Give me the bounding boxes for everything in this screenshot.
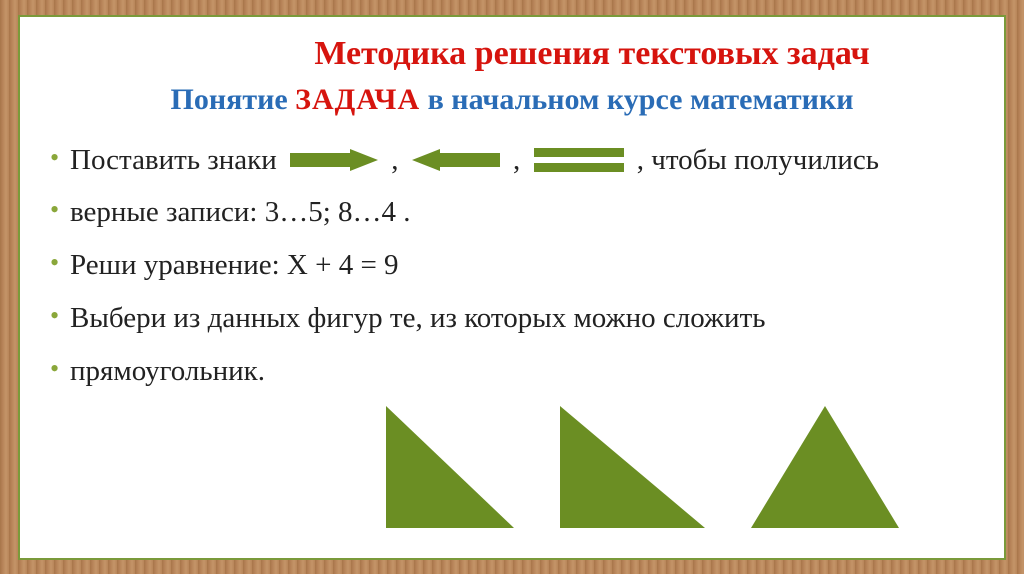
subtitle-post: в начальном курсе математики	[428, 83, 854, 116]
bullet-5: прямоугольник.	[46, 346, 978, 397]
b1-comma2: ,	[513, 144, 528, 176]
bullet-list: Поставить знаки , , , чтобы получились в…	[46, 135, 978, 397]
slide-frame: Методика решения текстовых задач Понятие…	[18, 15, 1006, 560]
equals-icon	[534, 147, 624, 173]
subtitle-pre: Понятие	[170, 83, 295, 116]
b1-comma1: ,	[391, 144, 406, 176]
triangle-2	[560, 406, 705, 528]
bullet-2: верные записи: 3…5; 8…4 .	[46, 187, 978, 238]
bullet-4: Выбери из данных фигур те, из которых мо…	[46, 293, 978, 344]
subtitle-zadacha: ЗАДАЧА	[295, 83, 420, 116]
triangle-3	[751, 406, 899, 528]
triangle-row	[386, 406, 978, 528]
bullet-1: Поставить знаки , , , чтобы получились	[46, 135, 978, 186]
triangle-1	[386, 406, 514, 528]
bullet-3: Реши уравнение: X + 4 = 9	[46, 240, 978, 291]
greater-than-icon	[290, 149, 378, 171]
b1-pre: Поставить знаки	[70, 144, 284, 176]
slide-subtitle: Понятие ЗАДАЧА в начальном курсе математ…	[46, 83, 978, 117]
less-than-icon	[412, 149, 500, 171]
b1-post: , чтобы получились	[637, 144, 879, 176]
slide-title: Методика решения текстовых задач	[206, 35, 978, 73]
